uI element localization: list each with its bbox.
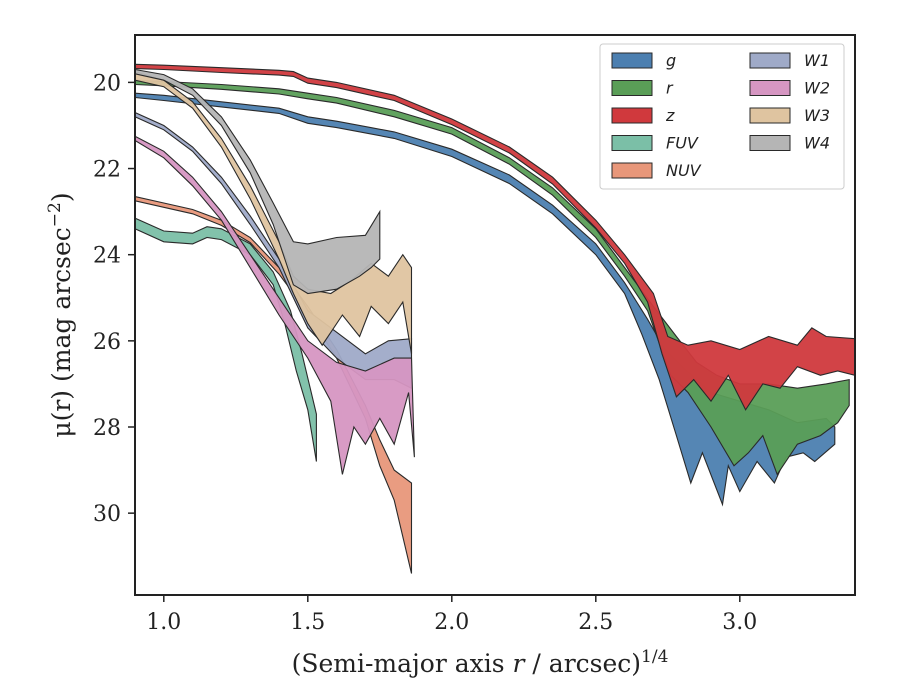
x-axis-title: (Semi-major axis r / arcsec)1/4 — [292, 647, 669, 678]
legend-swatch-r — [611, 80, 653, 96]
x-tick-label: 2.0 — [434, 610, 469, 635]
y-tick-label: 28 — [93, 416, 121, 441]
x-tick-label: 2.5 — [578, 610, 613, 635]
legend-label-g: g — [666, 51, 676, 70]
band-g — [135, 92, 836, 507]
x-axis-title-prefix: (Semi-major axis — [292, 649, 513, 678]
legend: grz FUV NUV W1 W2 W3 W4 — [599, 43, 845, 190]
y-axis-title: μ(r) (mag arcsec−2) — [45, 192, 76, 437]
x-axis-title-suffix: / arcsec) — [524, 649, 641, 678]
band-w2 — [135, 135, 415, 475]
legend-swatch-w2 — [749, 80, 791, 96]
band-w4 — [135, 68, 381, 295]
legend-label-w1: W1 — [804, 51, 830, 70]
legend-swatch-w3 — [749, 107, 791, 124]
band-z — [135, 63, 855, 411]
legend-swatch-w4 — [749, 135, 791, 151]
legend-label-w3: W3 — [804, 106, 830, 125]
x-axis-title-exponent: 1/4 — [641, 647, 668, 667]
legend-swatch-fuv — [611, 135, 653, 151]
band-r — [135, 79, 850, 476]
y-axis: 20 22 24 26 28 30 — [93, 71, 135, 527]
x-axis-title-var: r — [513, 649, 527, 678]
y-tick-label: 30 — [93, 502, 121, 527]
plot-frame — [134, 34, 856, 596]
y-tick-label: 22 — [93, 158, 121, 183]
legend-label-nuv: NUV — [666, 161, 702, 180]
x-axis: 1.0 1.5 2.0 2.5 3.0 — [146, 595, 757, 635]
band-fuv — [135, 217, 317, 462]
band-w3 — [135, 71, 413, 354]
x-tick-label: 3.0 — [722, 610, 757, 635]
legend-label-w4: W4 — [804, 134, 830, 153]
legend-swatch-g — [611, 52, 653, 69]
legend-label-z: z — [665, 106, 675, 125]
y-axis-title-close: ) — [47, 192, 76, 202]
legend-swatch-nuv — [611, 162, 653, 179]
y-axis-title-main: μ(r) (mag arcsec — [47, 227, 76, 437]
band-nuv — [135, 195, 413, 574]
legend-label-fuv: FUV — [666, 134, 699, 153]
legend-label-w2: W2 — [804, 79, 830, 98]
legend-label-r: r — [666, 79, 674, 98]
y-tick-label: 26 — [93, 330, 121, 355]
x-tick-label: 1.0 — [146, 610, 181, 635]
legend-swatch-z — [611, 107, 653, 124]
y-axis-title-exponent: −2 — [45, 202, 65, 227]
series-bands — [135, 63, 855, 574]
legend-swatch-w1 — [749, 52, 791, 69]
x-tick-label: 1.5 — [290, 610, 325, 635]
y-tick-label: 24 — [93, 244, 121, 269]
y-tick-label: 20 — [93, 71, 121, 96]
